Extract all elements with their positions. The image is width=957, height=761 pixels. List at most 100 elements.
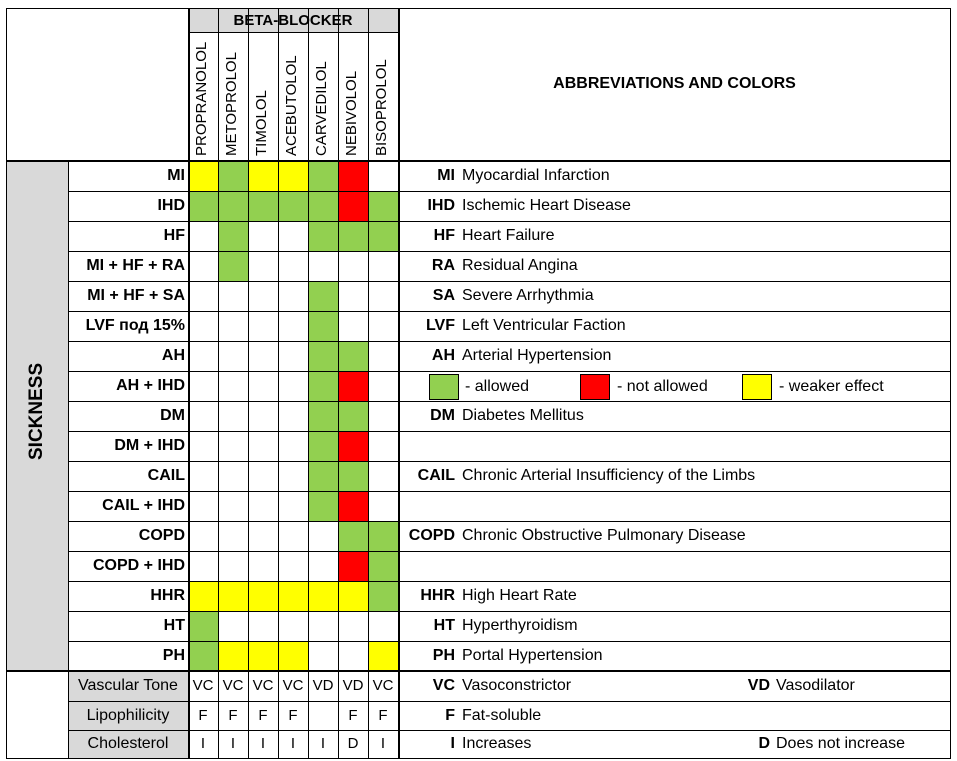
matrix-cell [278,251,308,281]
property-value: F [378,707,388,724]
property-value: VC [282,677,304,694]
grid-line [68,191,951,192]
grid-line [398,8,400,759]
matrix-cell [188,341,218,371]
matrix-cell [218,311,248,341]
grid-line [68,221,951,222]
matrix-cell [338,161,368,191]
matrix-cell [188,641,218,671]
legend-swatch-red [580,374,610,400]
drug-name: NEBIVOLOL [343,70,360,156]
abbreviation-key: CAIL [417,467,455,484]
grid-line [6,670,951,672]
matrix-cell [368,221,398,251]
matrix-cell [338,611,368,641]
matrix-cell [188,611,218,641]
property-value: I [200,735,206,752]
property-value: I [260,735,266,752]
matrix-cell [338,281,368,311]
matrix-cell [338,461,368,491]
matrix-cell [278,491,308,521]
matrix-cell [218,161,248,191]
matrix-cell [188,461,218,491]
matrix-cell [248,551,278,581]
property-value: VC [372,677,394,694]
matrix-cell [338,371,368,401]
matrix-cell [308,251,338,281]
matrix-cell [368,491,398,521]
matrix-cell [278,581,308,611]
drug-name: ACEBUTOLOL [283,55,300,156]
matrix-cell [308,641,338,671]
matrix-cell [368,521,398,551]
sickness-row-label: HF [163,227,185,244]
sickness-row-label: COPD + IHD [92,557,185,574]
grid-line [188,8,190,759]
abbreviation-key: COPD [408,527,455,544]
matrix-cell [188,581,218,611]
abbreviation-definition: Ischemic Heart Disease [462,197,631,214]
sickness-row-label: AH + IHD [116,377,185,394]
property-value: VC [192,677,214,694]
matrix-cell [368,581,398,611]
matrix-cell [308,161,338,191]
grid-line [308,8,309,759]
grid-line [68,281,951,282]
matrix-cell [338,251,368,281]
property-value: VC [222,677,244,694]
matrix-cell [308,491,338,521]
abbreviation-definition: Portal Hypertension [462,647,603,664]
matrix-cell [308,461,338,491]
grid-line [278,8,279,759]
sickness-row-label: COPD [138,527,185,544]
matrix-cell [308,401,338,431]
property-value: F [198,707,208,724]
matrix-cell [338,311,368,341]
grid-line [6,758,951,759]
matrix-cell [278,551,308,581]
grid-line [68,160,69,759]
sickness-label: SICKNESS [26,362,47,460]
matrix-cell [218,371,248,401]
matrix-cell [308,521,338,551]
matrix-cell [338,431,368,461]
matrix-cell [188,491,218,521]
grid-line [68,551,951,552]
abbreviation-definition: High Heart Rate [462,587,577,604]
matrix-cell [218,611,248,641]
matrix-cell [218,431,248,461]
beta-blocker-header-bg [188,8,398,32]
property-note-key: VD [747,677,770,694]
matrix-cell [338,491,368,521]
matrix-cell [248,581,278,611]
matrix-cell [218,281,248,311]
matrix-cell [308,191,338,221]
matrix-cell [368,611,398,641]
legend-swatch-green [429,374,459,400]
matrix-cell [368,251,398,281]
grid-line [68,431,951,432]
matrix-cell [338,551,368,581]
abbreviation-key: HF [433,227,455,244]
grid-line [68,611,951,612]
matrix-cell [278,161,308,191]
grid-line [68,371,951,372]
abbreviation-key: LVF [425,317,455,334]
matrix-cell [248,251,278,281]
grid-line [248,8,249,759]
sickness-row-label: HT [163,617,185,634]
matrix-cell [248,521,278,551]
matrix-cell [338,521,368,551]
property-value: I [320,735,326,752]
matrix-cell [368,401,398,431]
matrix-cell [368,641,398,671]
property-note-definition: Vasoconstrictor [462,677,572,694]
property-value: I [230,735,236,752]
matrix-cell [248,281,278,311]
matrix-cell [218,191,248,221]
abbreviation-key: RA [431,257,455,274]
sickness-row-label: DM [160,407,185,424]
matrix-cell [368,461,398,491]
legend-allowed: - allowed [465,378,530,395]
